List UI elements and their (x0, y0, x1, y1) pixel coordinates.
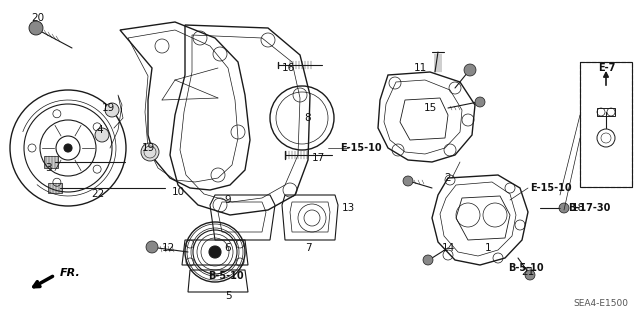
Text: 7: 7 (305, 243, 311, 253)
Text: 10: 10 (172, 187, 184, 197)
Circle shape (475, 97, 485, 107)
Text: 1: 1 (484, 243, 492, 253)
Polygon shape (456, 196, 510, 240)
Text: 8: 8 (305, 113, 311, 123)
Text: 5: 5 (225, 291, 231, 301)
Text: 6: 6 (225, 243, 231, 253)
Text: B-5-10: B-5-10 (208, 271, 244, 281)
Text: 3: 3 (45, 163, 51, 173)
Circle shape (105, 103, 119, 117)
Text: 19: 19 (141, 143, 155, 153)
Text: 14: 14 (442, 243, 454, 253)
Bar (580, 62, 632, 187)
Circle shape (141, 143, 159, 161)
Polygon shape (400, 98, 448, 140)
Circle shape (146, 241, 158, 253)
Circle shape (525, 270, 535, 280)
Text: 16: 16 (282, 63, 294, 73)
Text: 22: 22 (92, 189, 104, 199)
Text: 15: 15 (424, 103, 436, 113)
Text: 21: 21 (522, 267, 534, 277)
Text: E-7: E-7 (598, 63, 616, 73)
Text: B-17-30: B-17-30 (568, 203, 611, 213)
Circle shape (559, 203, 569, 213)
Circle shape (464, 64, 476, 76)
Circle shape (423, 255, 433, 265)
Bar (597, 108, 615, 116)
Text: E-15-10: E-15-10 (340, 143, 381, 153)
Text: 12: 12 (161, 243, 175, 253)
Bar (44, 156, 58, 168)
Circle shape (29, 21, 43, 35)
Text: 20: 20 (31, 13, 45, 23)
Text: 9: 9 (225, 195, 231, 205)
Bar (48, 183, 62, 193)
Text: 18: 18 (572, 203, 584, 213)
Circle shape (209, 246, 221, 258)
Circle shape (95, 128, 109, 142)
Text: 11: 11 (413, 63, 427, 73)
Circle shape (403, 176, 413, 186)
Text: B-5-10: B-5-10 (508, 263, 543, 273)
Text: SEA4-E1500: SEA4-E1500 (573, 299, 628, 308)
Bar (580, 62, 632, 187)
Text: FR.: FR. (60, 268, 81, 278)
Text: 19: 19 (101, 103, 115, 113)
Text: 2: 2 (445, 173, 451, 183)
Text: 4: 4 (97, 125, 103, 135)
Text: E-15-10: E-15-10 (530, 183, 572, 193)
Text: 17: 17 (312, 153, 324, 163)
Text: 13: 13 (341, 203, 355, 213)
Circle shape (64, 144, 72, 152)
